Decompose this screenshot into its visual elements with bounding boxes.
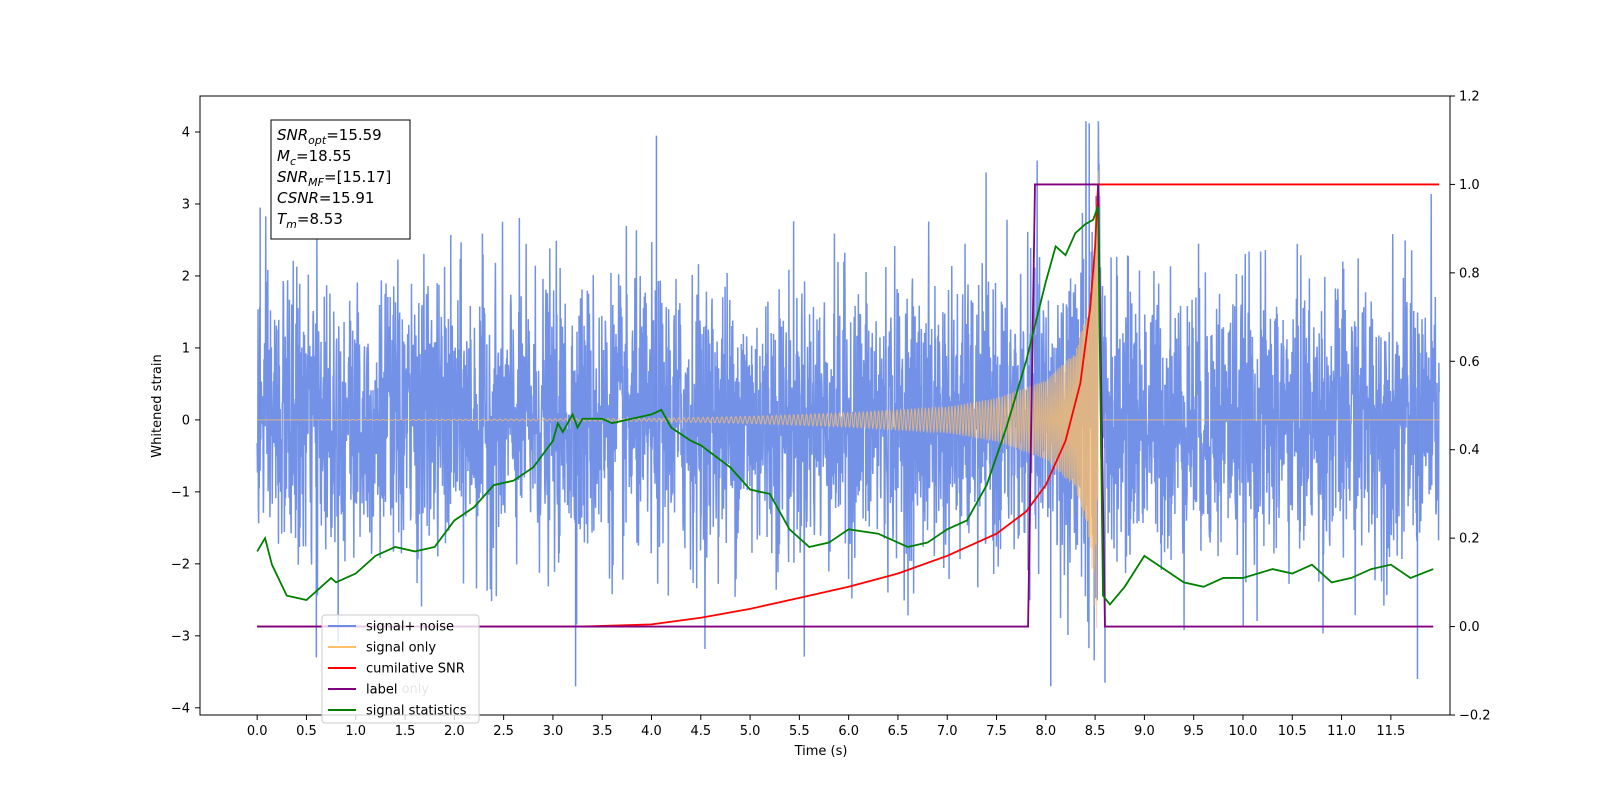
legend-item-label: signal statistics [366,704,467,719]
y-axis-right: 1.2 1.0 0.8 0.6 0.4 0.2 0.0 −0.2 [1450,90,1491,724]
x-tick-label: 1.5 [395,724,416,739]
y2-tick-label: 1.0 [1459,178,1480,193]
x-tick-label: 4.0 [641,724,662,739]
x-tick-label: 8.5 [1085,724,1106,739]
x-tick-label: 0.0 [247,724,268,739]
x-tick-label: 10.0 [1229,724,1258,739]
legend-item-label: signal+ noise [366,620,454,635]
y2-tick-label: −0.2 [1459,709,1491,724]
series-line-signal-noise [256,121,1440,661]
series-line-signal-statistics [256,206,1434,606]
legend-item-label: label [366,683,397,698]
annotation-line: Tm=8.53 [277,210,343,231]
x-tick-label: 4.5 [690,724,711,739]
x-tick-label: 7.0 [937,724,958,739]
y2-tick-label: 0.6 [1459,355,1480,370]
annotation-value: =8.53 [297,210,343,228]
y-tick-label: −2 [171,557,190,572]
x-tick-label: 3.0 [543,724,564,739]
annotation-value: =15.59 [326,126,382,144]
x-axis-label: Time (s) [794,744,848,759]
annotation-value: =[15.17] [324,168,391,186]
x-tick-label: 6.0 [838,724,859,739]
x-tick-label: 2.5 [493,724,514,739]
annotation-line: SNRMF=[15.17] [277,168,391,189]
plot-frame [199,95,1451,716]
series-line-label [257,183,1434,628]
y-axis-left: 4 3 2 1 0 −1 −2 −3 −4 [171,125,200,716]
x-tick-label: 9.0 [1134,724,1155,739]
y2-tick-label: 1.2 [1459,90,1480,105]
annotation-subscript: MF [308,176,324,189]
annotation-symbol: CSNR [277,189,319,207]
annotation-value: =18.55 [296,147,352,165]
legend-item-label: cumilative SNR [366,662,465,677]
x-tick-label: 11.5 [1376,724,1405,739]
y-tick-label: −1 [171,485,190,500]
y2-tick-label: 0.4 [1459,443,1480,458]
annotation-value: =15.91 [319,189,375,207]
y-axis-label: Whitened strain [150,354,165,457]
x-tick-label: 3.5 [592,724,613,739]
annotation-symbol: SNR [277,126,308,144]
annotation-subscript: opt [308,134,327,147]
x-tick-label: 6.5 [888,724,909,739]
y-tick-label: 3 [182,197,190,212]
annotation-symbol: SNR [277,168,308,186]
plot-area [256,121,1440,687]
x-tick-label: 11.0 [1327,724,1356,739]
series-line-signal-only [257,170,1440,629]
y-tick-label: −4 [171,701,190,716]
y-tick-label: −3 [171,629,190,644]
x-tick-label: 5.5 [789,724,810,739]
y2-tick-label: 0.8 [1459,266,1480,281]
y-tick-label: 2 [182,269,190,284]
x-tick-label: 8.0 [1035,724,1056,739]
annotation-subscript: m [286,218,297,231]
annotation-box: SNRopt=15.59Mc=18.55SNRMF=[15.17]CSNR=15… [270,119,411,240]
y2-tick-label: 0.2 [1459,532,1480,547]
x-tick-label: 7.5 [986,724,1007,739]
annotation-symbol: M [277,147,290,165]
annotation-line: Mc=18.55 [277,147,352,168]
y2-tick-label: 0.0 [1459,620,1480,635]
y-tick-label: 1 [182,341,190,356]
y-tick-label: 0 [182,413,190,428]
legend-frame [321,614,480,724]
legend-item-label: signal only [366,641,436,656]
annotation-subscript: c [290,155,296,168]
y-tick-label: 4 [182,125,190,140]
x-tick-label: 2.0 [444,724,465,739]
annotation-line: CSNR=15.91 [277,189,374,207]
x-tick-label: 1.0 [345,724,366,739]
annotation-line: SNRopt=15.59 [277,126,382,147]
x-tick-label: 0.5 [296,724,317,739]
x-tick-label: 5.0 [740,724,761,739]
series-line-cumulative-snr [257,183,1440,628]
x-tick-label: 10.5 [1278,724,1307,739]
x-tick-label: 9.5 [1183,724,1204,739]
annotation-frame [270,119,411,240]
annotation-symbol: T [277,210,288,228]
